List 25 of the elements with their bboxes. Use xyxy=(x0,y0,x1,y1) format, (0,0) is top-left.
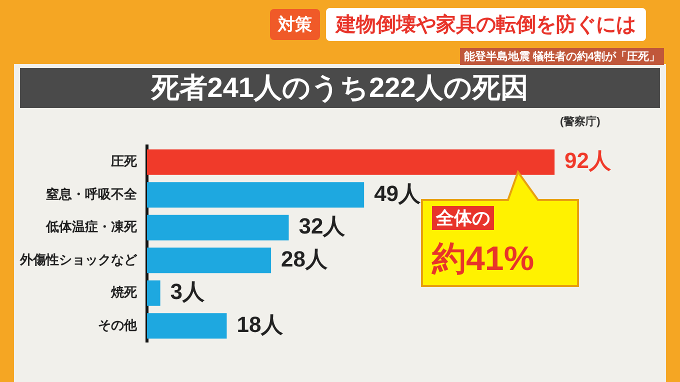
data-label: 32人 xyxy=(298,214,346,239)
bar xyxy=(147,313,227,339)
data-label: 28人 xyxy=(281,246,329,272)
annotation: 全体の xyxy=(432,206,494,230)
bar xyxy=(147,149,555,175)
bar xyxy=(147,280,160,306)
annotation: 約41% xyxy=(432,239,534,280)
data-label: 18人 xyxy=(236,312,284,337)
text: 対策 xyxy=(270,9,320,40)
y-tick-label: その他 xyxy=(98,317,138,332)
bar xyxy=(147,182,364,208)
data-label: 49人 xyxy=(374,180,422,206)
bar xyxy=(147,214,289,240)
y-tick-label: 圧死 xyxy=(110,154,138,169)
y-tick-label: 低体温症・凍死 xyxy=(45,219,138,234)
text: 建物倒壊や家具の転倒を防ぐには xyxy=(326,8,646,41)
chart-title: 死者241人のうち222人の死因 xyxy=(20,68,660,108)
data-label: 3人 xyxy=(170,279,206,304)
text: 能登半島地震 犠牲者の約4割が「圧死」 xyxy=(460,48,664,65)
data-label: 92人 xyxy=(564,148,612,174)
bar xyxy=(147,248,272,274)
y-tick-label: 焼死 xyxy=(110,284,138,300)
text: (警察庁) xyxy=(560,114,600,129)
y-tick-label: 窒息・呼吸不全 xyxy=(46,186,138,202)
y-tick-label: 外傷性ショックなど xyxy=(19,252,138,267)
